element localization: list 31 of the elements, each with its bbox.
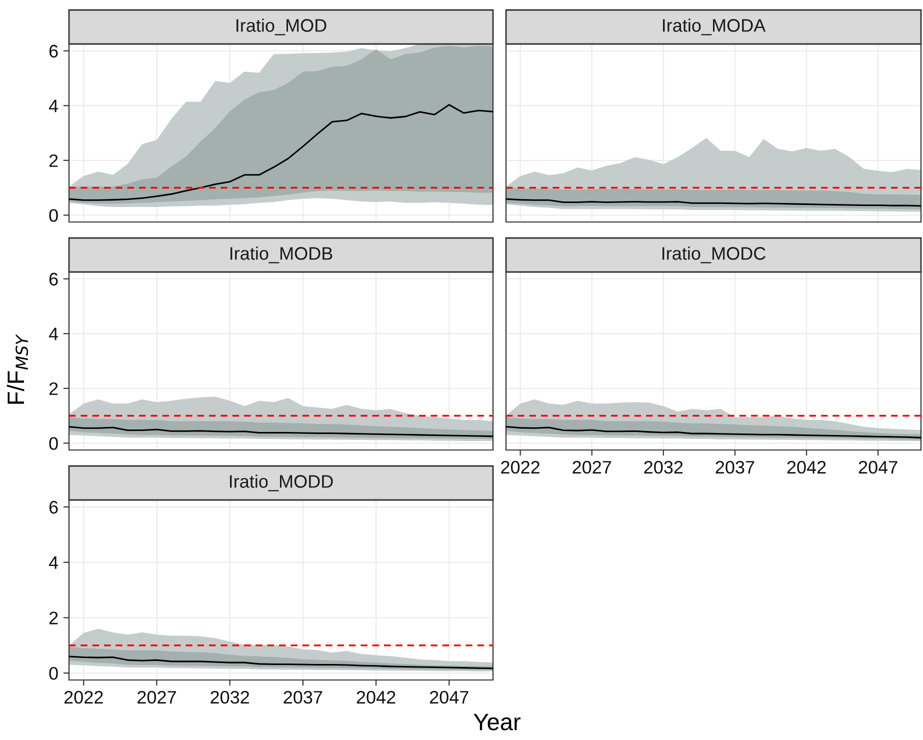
y-tick-label: 4: [48, 556, 58, 569]
y-tick-label: 0: [49, 667, 58, 680]
x-tick-label: 2037: [284, 690, 322, 704]
chart-title: Iratio_MODA: [662, 18, 766, 36]
y-tick-label: 2: [49, 382, 58, 395]
x-tick-label: 2037: [716, 460, 754, 474]
x-tick-label: 2022: [501, 460, 540, 474]
chart-title: Iratio_MODC: [662, 246, 766, 264]
y-tick-label: 6: [49, 500, 58, 514]
y-tick-label: 6: [49, 272, 58, 286]
x-tick-label: 2022: [64, 690, 103, 704]
x-tick-label: 2027: [572, 460, 612, 474]
x-tick-label: 2032: [210, 690, 250, 704]
x-tick-label: 2047: [858, 460, 898, 474]
x-tick-label: 2032: [644, 460, 683, 474]
chart-title: Iratio_MODD: [230, 474, 333, 492]
chart-title: Iratio_MODB: [230, 246, 332, 264]
y-tick-label: 2: [49, 612, 58, 624]
x-tick-label: 2042: [787, 460, 826, 474]
y-tick-label: 4: [48, 328, 58, 340]
y-tick-label: 2: [49, 154, 58, 167]
x-tick-label: 2047: [430, 690, 468, 704]
chart-title: Iratio_MOD: [236, 18, 326, 36]
x-axis-title: Year: [474, 714, 520, 730]
x-tick-label: 2027: [138, 690, 176, 704]
y-tick-label: 0: [49, 209, 58, 222]
y-tick-label: 4: [48, 100, 58, 112]
y-tick-label: 6: [49, 44, 58, 58]
x-tick-label: 2042: [356, 690, 396, 704]
y-tick-label: 0: [49, 437, 58, 450]
y-axis-title: F/F$_{MSY}$: [6, 334, 28, 404]
